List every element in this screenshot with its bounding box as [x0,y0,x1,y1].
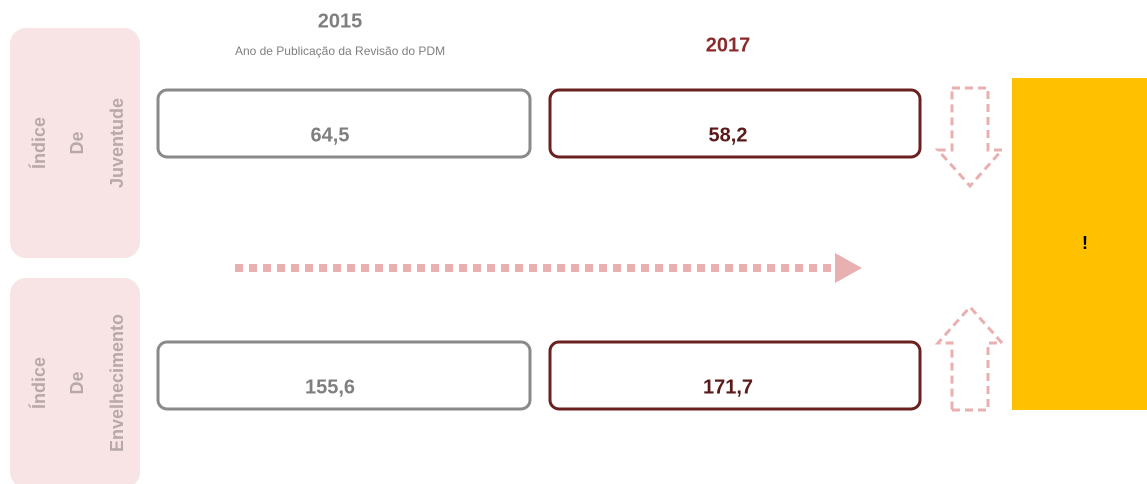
row-label: Juventude [107,98,127,188]
row-label: Índice [28,357,49,409]
alert-box [1012,78,1147,410]
column-year: 2017 [706,34,751,56]
value-box [156,340,532,411]
row-label: Envelhecimento [107,314,127,452]
up-arrow [934,304,1006,412]
value-box [156,88,532,159]
arrow-head [835,253,862,283]
value: 64,5 [311,124,350,146]
row-panel [10,278,140,484]
value: 171,7 [703,376,753,398]
row-panel [10,28,140,258]
value: 155,6 [305,376,355,398]
column-subtitle: Ano de Publicação da Revisão do PDM [235,44,445,58]
value: 58,2 [709,124,748,146]
value-box [548,340,922,411]
column-year: 2015 [318,10,363,32]
row-label: De [67,371,87,394]
row-label: De [67,131,87,154]
value-box [548,88,922,159]
down-arrow [934,86,1006,189]
alert-text: ! [1082,233,1088,253]
row-label: Índice [28,117,49,169]
